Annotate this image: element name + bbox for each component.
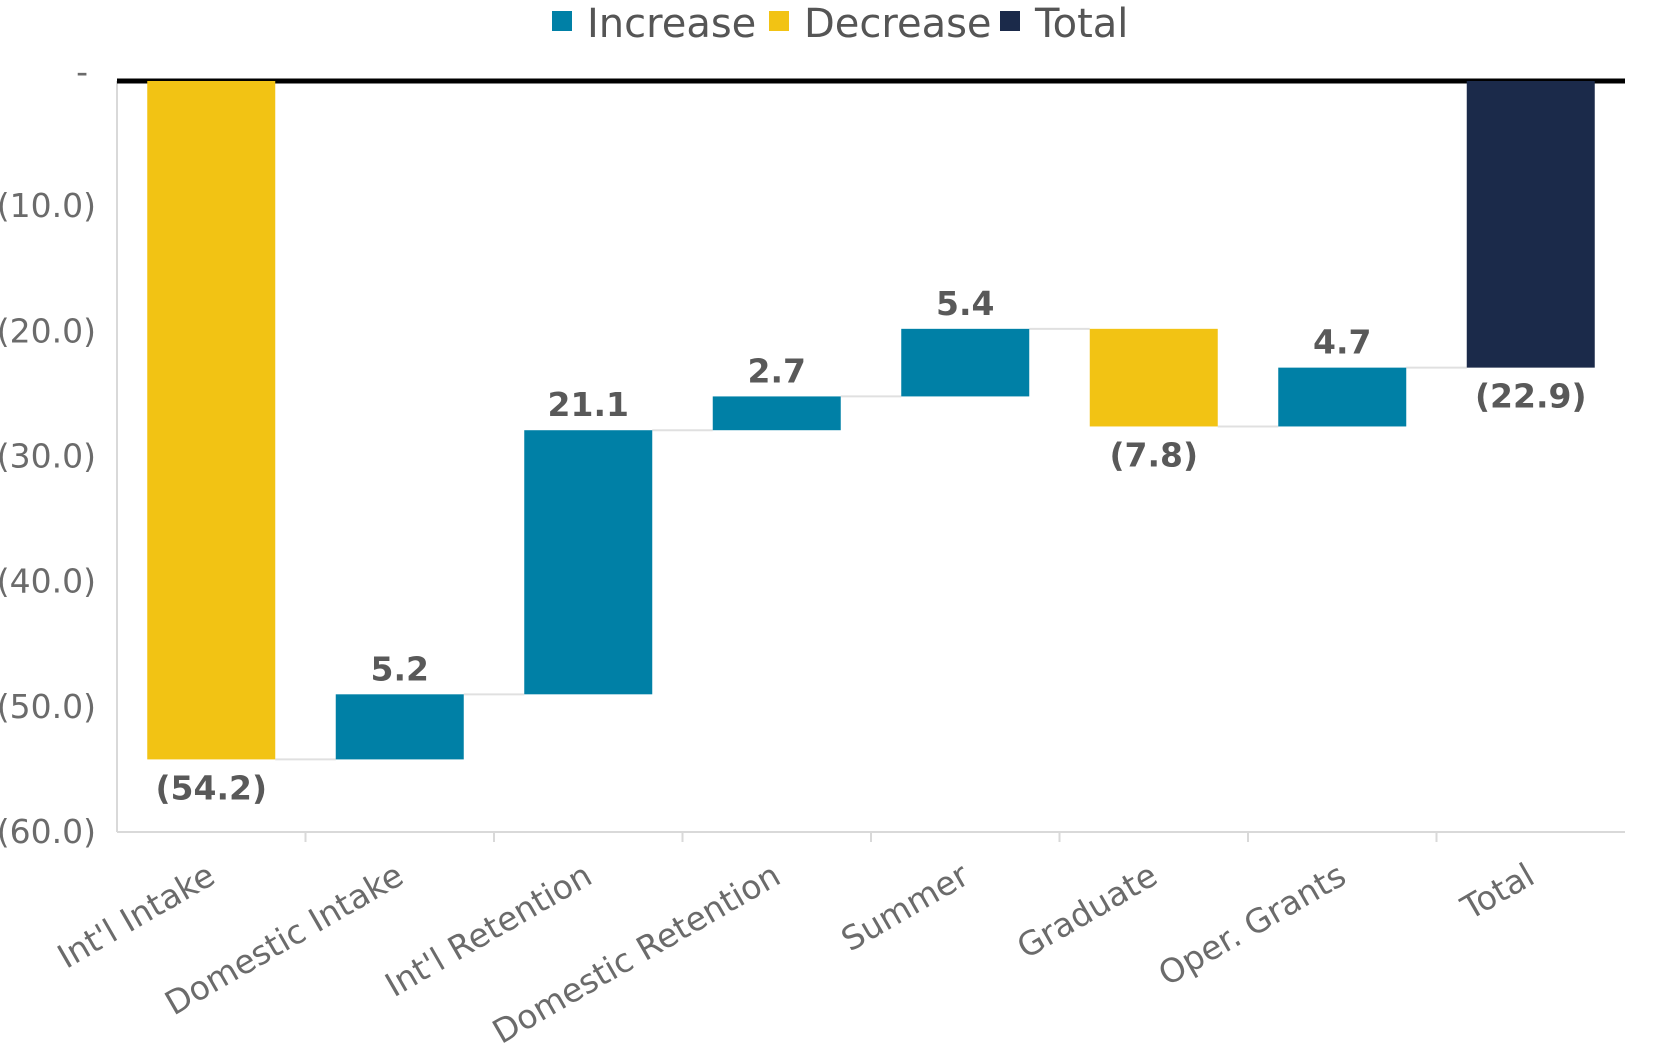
legend-label-decrease: Decrease	[804, 1, 992, 47]
bar-decrease	[147, 81, 276, 760]
y-tick-label: (20.0)	[0, 311, 96, 350]
data-label: (22.9)	[1475, 377, 1587, 416]
category-label: Total	[1454, 855, 1541, 928]
bars	[147, 81, 1595, 760]
legend-label-total: Total	[1034, 1, 1128, 47]
data-label: (54.2)	[155, 768, 267, 807]
y-tick-label: (60.0)	[0, 812, 96, 851]
data-label: (7.8)	[1109, 435, 1198, 474]
data-label: 2.7	[748, 351, 806, 390]
y-tick-label: (50.0)	[0, 687, 96, 726]
bar-decrease	[1089, 328, 1218, 427]
data-label: 5.4	[936, 284, 994, 323]
bar-increase	[1278, 367, 1407, 427]
connector-lines	[275, 327, 1467, 761]
legend-swatch-total	[1000, 11, 1020, 31]
y-tick-label: (30.0)	[0, 437, 96, 476]
y-tick-label: -	[76, 52, 88, 91]
bar-total	[1466, 81, 1595, 368]
legend-swatch-increase	[552, 11, 572, 31]
bar-increase	[712, 396, 841, 431]
y-tick-label: (10.0)	[0, 186, 96, 225]
data-label: 21.1	[548, 385, 629, 424]
category-label: Oper. Grants	[1152, 855, 1353, 993]
legend-label-increase: Increase	[587, 1, 756, 47]
data-label: 4.7	[1313, 323, 1371, 362]
data-labels: (54.2) 5.2 21.1 2.7 5.4 (7.8) 4.7 (22.9)	[155, 284, 1586, 808]
category-label: Graduate	[1010, 855, 1163, 966]
category-label: Summer	[834, 855, 975, 959]
bar-increase	[901, 328, 1030, 397]
data-label: 5.2	[371, 649, 429, 688]
legend-swatch-decrease	[769, 11, 789, 31]
category-label: Int'l Intake	[51, 855, 222, 976]
legend: Increase Decrease Total	[552, 1, 1128, 47]
bar-increase	[524, 430, 653, 695]
bar-increase	[335, 694, 464, 760]
y-tick-label: (40.0)	[0, 562, 96, 601]
